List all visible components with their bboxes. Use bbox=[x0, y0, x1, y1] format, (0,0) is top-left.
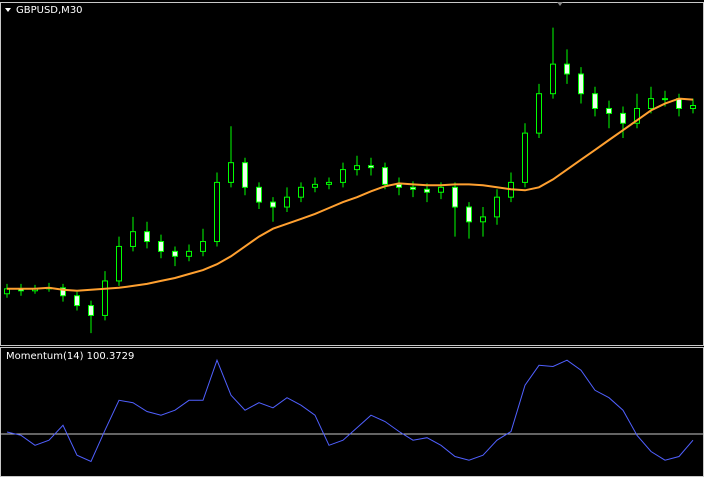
candle-body bbox=[438, 186, 444, 193]
indicator-title: Momentum(14) 100.3729 bbox=[6, 351, 134, 362]
candle-body bbox=[410, 186, 416, 190]
candle-body bbox=[424, 188, 430, 193]
candle-body bbox=[564, 63, 570, 75]
candle-body bbox=[522, 132, 528, 183]
candle-body bbox=[270, 201, 276, 208]
candle-body bbox=[620, 112, 626, 124]
candle-body bbox=[298, 186, 304, 198]
candle-body bbox=[606, 107, 612, 114]
moving-average bbox=[7, 97, 694, 292]
candle-body bbox=[102, 280, 108, 316]
candle-body bbox=[592, 93, 598, 109]
candle-body bbox=[130, 231, 136, 247]
candle-body bbox=[354, 165, 360, 171]
candle-body bbox=[690, 105, 696, 109]
candle-body bbox=[550, 63, 556, 95]
candle-body bbox=[340, 169, 346, 183]
candle-body bbox=[466, 206, 472, 223]
scroll-marker bbox=[557, 2, 563, 6]
candle-body bbox=[396, 183, 402, 188]
candle-body bbox=[144, 231, 150, 243]
candle-body bbox=[172, 250, 178, 257]
candle-body bbox=[158, 241, 164, 252]
indicator-line bbox=[6, 358, 694, 463]
candle-body bbox=[536, 93, 542, 134]
candle-body bbox=[578, 73, 584, 95]
candle-body bbox=[494, 196, 500, 218]
candle-body bbox=[284, 196, 290, 208]
candle-body bbox=[326, 181, 332, 185]
candle-body bbox=[312, 183, 318, 188]
candle-body bbox=[88, 305, 94, 316]
candle-body bbox=[200, 241, 206, 252]
candle-body bbox=[480, 216, 486, 223]
candle-body bbox=[116, 245, 122, 282]
menu-arrow[interactable] bbox=[5, 8, 11, 12]
candle-body bbox=[634, 107, 640, 124]
candle-body bbox=[74, 295, 80, 307]
candle-body bbox=[382, 167, 388, 185]
candle-body bbox=[452, 186, 458, 208]
candle-body bbox=[648, 98, 654, 109]
candle-body bbox=[368, 165, 374, 169]
candle-body bbox=[662, 98, 668, 101]
candle-body bbox=[256, 186, 262, 203]
candle-body bbox=[228, 162, 234, 183]
candle-body bbox=[186, 250, 192, 257]
candle-body bbox=[60, 287, 66, 297]
candle-body bbox=[242, 162, 248, 188]
candle-body bbox=[214, 181, 220, 243]
chart-title: GBPUSD,M30 bbox=[16, 5, 83, 16]
